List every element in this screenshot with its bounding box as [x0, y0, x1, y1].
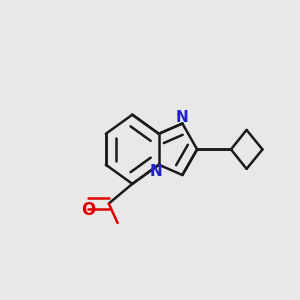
- Text: N: N: [150, 164, 163, 179]
- Text: N: N: [176, 110, 189, 124]
- Text: O: O: [81, 201, 95, 219]
